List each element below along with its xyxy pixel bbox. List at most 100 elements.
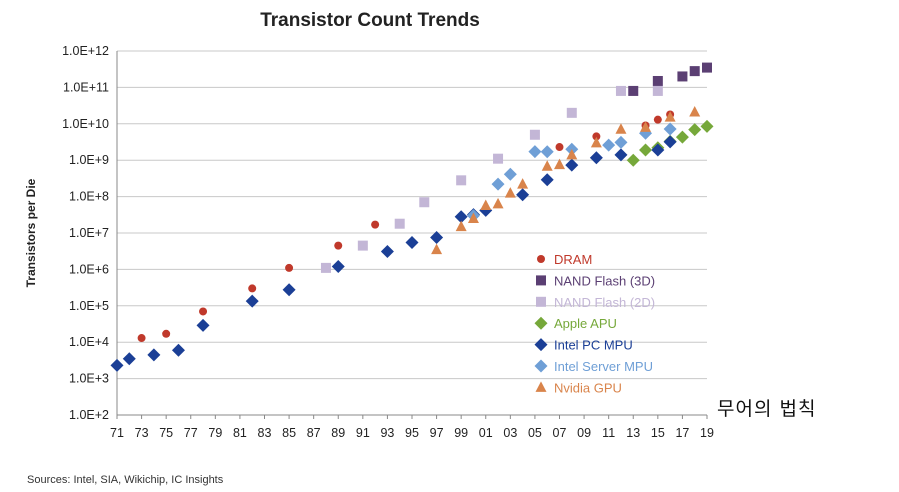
- data-point: [652, 75, 663, 86]
- caption: 무어의 법칙: [717, 398, 817, 420]
- data-point: [589, 151, 603, 165]
- x-tick-label: 89: [331, 426, 345, 440]
- legend-item: NAND Flash (3D): [536, 273, 655, 288]
- x-tick-label: 03: [503, 426, 517, 440]
- data-point: [171, 343, 185, 357]
- data-point: [419, 197, 430, 208]
- x-tick-label: 01: [479, 426, 493, 440]
- y-tick-label: 1.0E+4: [69, 335, 109, 349]
- legend-label: NAND Flash (2D): [554, 295, 655, 310]
- data-point: [334, 241, 343, 250]
- data-point: [602, 138, 616, 152]
- data-point: [554, 158, 565, 170]
- series-nand-flash-2d: [320, 85, 663, 273]
- x-tick-label: 17: [675, 426, 689, 440]
- x-tick-label: 07: [553, 426, 567, 440]
- data-point: [677, 71, 688, 82]
- data-point: [614, 148, 628, 162]
- x-tick-label: 11: [602, 426, 615, 440]
- data-point: [565, 158, 579, 172]
- x-tick-label: 73: [135, 426, 149, 440]
- data-point: [371, 220, 380, 229]
- legend-marker: [535, 381, 547, 392]
- data-point: [196, 318, 210, 332]
- data-point: [640, 121, 652, 132]
- data-point: [628, 85, 639, 96]
- legend-item: Nvidia GPU: [535, 380, 622, 395]
- x-tick-label: 15: [651, 426, 665, 440]
- series-nand-flash-3d: [628, 62, 712, 96]
- data-point: [528, 145, 542, 159]
- data-point: [245, 294, 259, 308]
- data-point: [331, 260, 345, 274]
- data-point: [110, 358, 124, 372]
- x-tick-label: 13: [626, 426, 640, 440]
- legend-label: Intel Server MPU: [554, 359, 653, 374]
- y-axis-label-group: Transistors per Die: [24, 178, 38, 287]
- data-point: [529, 129, 540, 140]
- data-point: [663, 122, 677, 136]
- data-point: [639, 126, 653, 140]
- data-point: [357, 240, 368, 251]
- data-point: [663, 135, 677, 149]
- data-point: [282, 283, 296, 297]
- data-point: [493, 153, 504, 164]
- data-point: [689, 105, 701, 117]
- y-tick-label: 1.0E+5: [69, 299, 109, 313]
- data-point: [380, 245, 394, 259]
- legend-marker: [536, 296, 546, 307]
- data-point: [467, 212, 479, 224]
- data-point: [122, 352, 136, 366]
- data-point: [147, 348, 161, 362]
- data-point: [702, 62, 712, 73]
- legend-label: DRAM: [554, 252, 592, 267]
- data-point: [689, 66, 700, 77]
- legend-item: Apple APU: [534, 316, 617, 331]
- data-point: [700, 119, 714, 133]
- y-tick-label: 1.0E+7: [69, 226, 109, 240]
- data-point: [431, 243, 443, 255]
- data-point: [540, 145, 554, 159]
- y-tick-label: 1.0E+9: [69, 153, 109, 167]
- y-tick-label: 1.0E+2: [69, 408, 109, 422]
- data-point: [430, 231, 444, 245]
- source-note: Sources: Intel, SIA, Wikichip, IC Insigh…: [27, 474, 224, 486]
- x-tick-label: 05: [528, 426, 542, 440]
- data-point: [626, 153, 640, 167]
- data-point: [137, 334, 146, 343]
- y-tick-labels: 1.0E+2 1.0E+3 1.0E+4 1.0E+5 1.0E+6 1.0E+7 1.0E…: [62, 44, 109, 422]
- chart-title: Transistor Count Trends: [260, 10, 480, 31]
- data-point: [455, 220, 467, 232]
- series-nvidia-gpu: [431, 105, 701, 255]
- data-point: [592, 132, 601, 141]
- y-tick-label: 1.0E+6: [69, 262, 109, 276]
- data-point: [405, 235, 419, 249]
- x-tick-labels: 71 73 75 77 79 81 83 85 87 89 91 93 95 97 99 01 03 05 07 09…: [110, 415, 714, 440]
- data-point: [664, 111, 676, 122]
- data-point: [653, 115, 662, 124]
- data-points: [110, 62, 714, 372]
- legend-marker: [534, 316, 548, 330]
- data-point: [454, 210, 468, 224]
- data-point: [199, 307, 208, 316]
- legend-label: Apple APU: [554, 316, 617, 331]
- x-tick-label: 77: [184, 426, 198, 440]
- x-tick-label: 79: [208, 426, 222, 440]
- data-point: [504, 187, 516, 198]
- data-point: [566, 107, 577, 118]
- data-point: [503, 167, 517, 181]
- y-tick-label: 1.0E+3: [69, 372, 109, 386]
- legend-item: Intel PC MPU: [534, 338, 633, 353]
- x-tick-label: 93: [380, 426, 394, 440]
- data-point: [517, 178, 529, 189]
- data-point: [491, 177, 505, 191]
- y-tick-label: 1.0E+12: [62, 44, 109, 58]
- y-tick-label: 1.0E+8: [69, 190, 109, 204]
- legend-marker: [534, 359, 548, 373]
- x-tick-label: 91: [356, 426, 370, 440]
- legend-item: Intel Server MPU: [534, 359, 653, 374]
- x-tick-label: 95: [405, 426, 419, 440]
- y-tick-label: 1.0E+10: [62, 117, 109, 131]
- data-point: [688, 123, 702, 137]
